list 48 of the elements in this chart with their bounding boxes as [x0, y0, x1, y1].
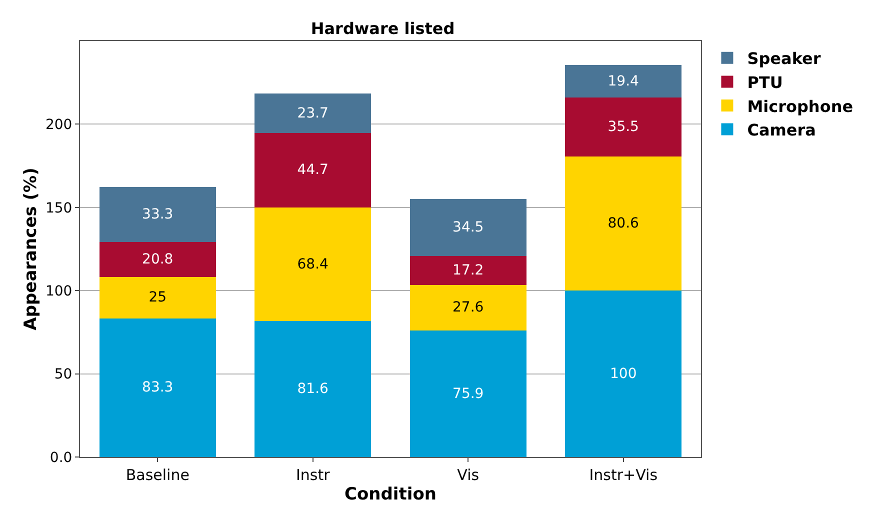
- bar: [254, 133, 372, 208]
- bar: [99, 318, 216, 457]
- data-label: 27.6: [452, 300, 484, 316]
- x-tick-label: Instr: [296, 466, 331, 484]
- bar: [565, 290, 682, 457]
- data-label: 83.3: [142, 380, 174, 396]
- data-label: 35.5: [608, 118, 639, 135]
- data-label: 23.7: [297, 105, 328, 122]
- data-label: 17.2: [452, 262, 484, 278]
- bar: [99, 242, 216, 277]
- data-label: 100: [610, 366, 637, 382]
- bar: [565, 97, 682, 156]
- bar: [99, 186, 216, 242]
- bar: [410, 284, 526, 331]
- legend-label: Microphone: [747, 96, 854, 116]
- bar: [565, 65, 682, 98]
- y-tick-label: 200: [45, 117, 72, 134]
- data-label: 44.7: [297, 162, 328, 178]
- data-label: 81.6: [297, 381, 329, 398]
- y-axis-title: Appearances (%): [21, 168, 41, 330]
- data-label: 75.9: [452, 386, 484, 402]
- data-label: 34.5: [452, 219, 484, 236]
- bar: [254, 207, 372, 322]
- bar: [410, 256, 526, 285]
- data-label: 80.6: [608, 216, 640, 232]
- chart-title: Hardware listed: [310, 18, 455, 38]
- data-label: 33.3: [142, 206, 174, 222]
- x-axis-title: Condition: [344, 484, 436, 504]
- bar: [254, 94, 372, 134]
- x-tick-label: Instr+Vis: [589, 466, 658, 484]
- y-tick-label: 0.0: [50, 450, 72, 466]
- bar: [254, 321, 372, 457]
- legend-label: PTU: [747, 72, 783, 92]
- x-tick-label: Vis: [457, 466, 480, 484]
- data-label: 68.4: [297, 256, 329, 272]
- y-tick-label: 50: [54, 366, 72, 383]
- y-tick-label: 100: [45, 284, 72, 300]
- y-tick-label: 150: [45, 200, 72, 216]
- legend-label: Speaker: [747, 49, 821, 68]
- data-label: 25: [148, 290, 167, 306]
- data-label: 20.8: [142, 251, 174, 268]
- bar: [410, 330, 526, 457]
- x-tick-label: Baseline: [126, 466, 190, 484]
- data-label: 19.4: [608, 73, 640, 90]
- bar: [410, 198, 526, 256]
- bar: [99, 276, 216, 318]
- legend-label: Camera: [747, 120, 816, 140]
- bar: [565, 156, 682, 291]
